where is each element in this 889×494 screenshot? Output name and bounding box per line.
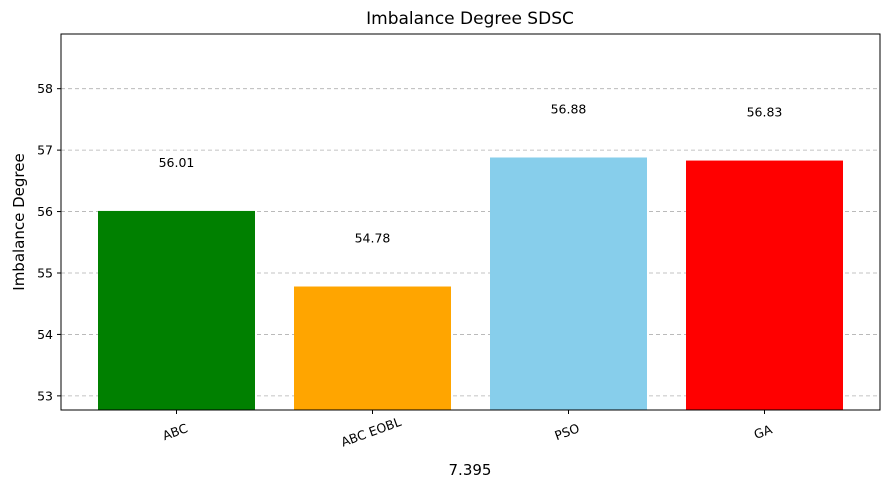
y-axis-label: Imbalance Degree <box>10 153 28 290</box>
bar-layer <box>98 157 843 410</box>
y-tick-label: 56 <box>37 204 53 219</box>
bar-value-label: 54.78 <box>355 231 391 246</box>
x-tick-label: PSO <box>553 420 582 443</box>
y-ticks: 53 54 55 56 57 58 <box>37 81 61 403</box>
bar-value-label: 56.01 <box>159 155 195 170</box>
y-tick-label: 53 <box>37 388 53 403</box>
bar <box>294 286 451 410</box>
y-tick-label: 55 <box>37 265 53 280</box>
plot-frame <box>60 33 881 411</box>
bar <box>490 157 647 410</box>
x-tick-label: ABC <box>160 420 189 443</box>
x-tick-label: ABC EOBL <box>339 414 403 450</box>
bar <box>686 160 843 410</box>
chart-title: Imbalance Degree SDSC <box>366 9 574 29</box>
bar <box>98 210 255 410</box>
bar-value-label: 56.88 <box>551 101 587 116</box>
x-ticks: ABC ABC EOBL PSO GA <box>160 410 775 450</box>
y-tick-label: 57 <box>37 143 53 158</box>
bar-value-label: 56.83 <box>747 105 783 120</box>
x-axis-label: 7.395 <box>449 461 492 479</box>
x-tick-label: GA <box>752 421 775 441</box>
y-tick-label: 58 <box>37 81 53 96</box>
y-tick-label: 54 <box>37 327 53 342</box>
data-labels: 56.01 54.78 56.88 56.83 <box>159 101 783 245</box>
